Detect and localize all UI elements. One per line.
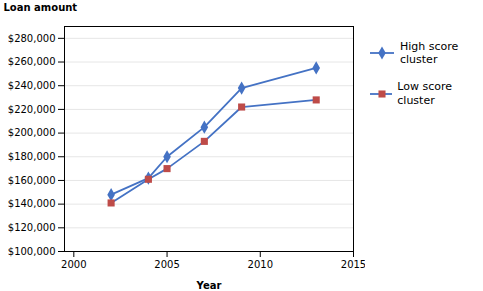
svg-text:Loan amount: Loan amount <box>4 2 78 13</box>
svg-text:$120,000: $120,000 <box>8 222 56 233</box>
svg-text:2000: 2000 <box>61 259 86 270</box>
svg-text:$260,000: $260,000 <box>8 56 56 67</box>
svg-text:$100,000: $100,000 <box>8 246 56 257</box>
html-text:Low score cluster: Low score cluster <box>397 80 452 107</box>
svg-text:Year: Year <box>196 280 222 291</box>
svg-text:$280,000: $280,000 <box>8 33 56 44</box>
svg-text:2010: 2010 <box>248 259 273 270</box>
svg-text:$200,000: $200,000 <box>8 127 56 138</box>
svg-text:$240,000: $240,000 <box>8 80 56 91</box>
html-text:High score cluster: High score cluster <box>400 40 459 67</box>
svg-text:$220,000: $220,000 <box>8 104 56 115</box>
svg-text:$140,000: $140,000 <box>8 198 56 209</box>
svg-text:2015: 2015 <box>341 259 365 270</box>
svg-text:$180,000: $180,000 <box>8 151 56 162</box>
svg-text:2005: 2005 <box>154 259 179 270</box>
svg-text:$160,000: $160,000 <box>8 175 56 186</box>
